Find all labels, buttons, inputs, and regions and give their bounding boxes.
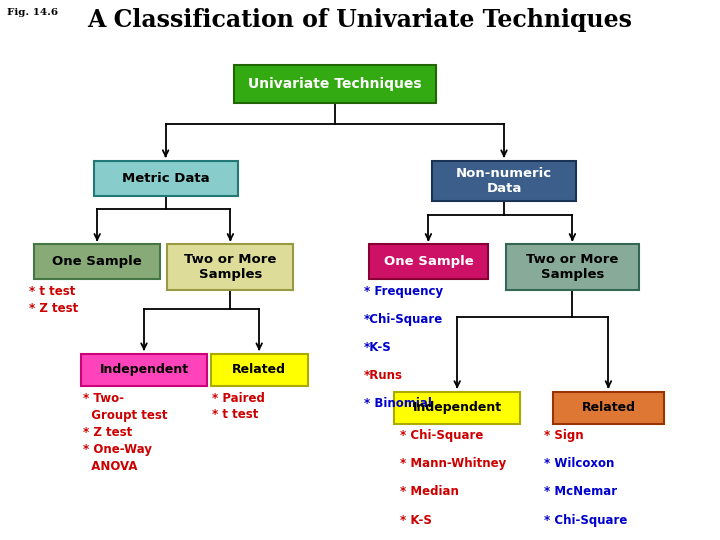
Text: * Binomial: * Binomial <box>364 397 431 410</box>
FancyBboxPatch shape <box>35 244 160 280</box>
Text: Fig. 14.6: Fig. 14.6 <box>7 8 58 17</box>
Text: * McNemar: * McNemar <box>544 485 617 498</box>
Text: A Classification of Univariate Techniques: A Classification of Univariate Technique… <box>88 8 632 32</box>
Text: Metric Data: Metric Data <box>122 172 210 185</box>
Text: *Chi-Square: *Chi-Square <box>364 313 443 326</box>
FancyBboxPatch shape <box>369 244 488 280</box>
FancyBboxPatch shape <box>432 160 576 201</box>
Text: * Chi-Square: * Chi-Square <box>400 429 483 442</box>
Text: Independent: Independent <box>99 363 189 376</box>
FancyBboxPatch shape <box>505 244 639 291</box>
Text: Two or More
Samples: Two or More Samples <box>184 253 276 281</box>
FancyBboxPatch shape <box>210 354 308 386</box>
Text: * Frequency: * Frequency <box>364 285 443 298</box>
Text: Non-numeric
Data: Non-numeric Data <box>456 167 552 195</box>
FancyBboxPatch shape <box>553 392 665 424</box>
Text: *Runs: *Runs <box>364 369 402 382</box>
Text: *K-S: *K-S <box>364 341 392 354</box>
Text: * Chi-Square: * Chi-Square <box>544 514 627 526</box>
Text: * Median: * Median <box>400 485 459 498</box>
FancyBboxPatch shape <box>167 244 294 291</box>
Text: Univariate Techniques: Univariate Techniques <box>248 77 422 91</box>
Text: Related: Related <box>582 401 635 414</box>
FancyBboxPatch shape <box>81 354 207 386</box>
Text: Independent: Independent <box>413 401 502 414</box>
Text: One Sample: One Sample <box>53 255 142 268</box>
Text: * K-S: * K-S <box>400 514 431 526</box>
Text: * Mann-Whitney: * Mann-Whitney <box>400 457 506 470</box>
Text: * Wilcoxon: * Wilcoxon <box>544 457 614 470</box>
Text: Related: Related <box>232 363 287 376</box>
Text: Two or More
Samples: Two or More Samples <box>526 253 618 281</box>
Text: One Sample: One Sample <box>384 255 473 268</box>
Text: * t test
* Z test: * t test * Z test <box>29 285 78 315</box>
FancyBboxPatch shape <box>94 160 238 195</box>
FancyBboxPatch shape <box>395 392 520 424</box>
FancyBboxPatch shape <box>234 65 436 103</box>
Text: * Sign: * Sign <box>544 429 583 442</box>
Text: * Paired
* t test: * Paired * t test <box>212 392 265 422</box>
Text: * Two-
  Groupt test
* Z test
* One-Way
  ANOVA: * Two- Groupt test * Z test * One-Way AN… <box>83 392 167 472</box>
